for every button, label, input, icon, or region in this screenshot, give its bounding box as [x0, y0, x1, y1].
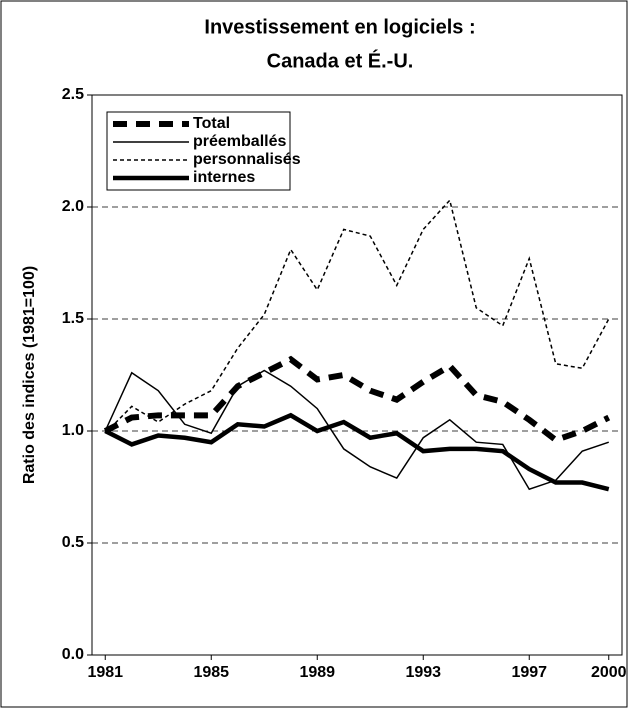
- x-tick-label: 1989: [299, 664, 335, 681]
- x-tick-label: 1985: [193, 664, 229, 681]
- y-tick-label: 2.5: [62, 86, 84, 103]
- y-tick-label: 1.0: [62, 422, 84, 439]
- chart-subtitle: Canada et É.-U.: [267, 49, 414, 72]
- series-line: [104, 369, 609, 491]
- y-tick-label: 0.5: [62, 534, 84, 551]
- y-tick-label: 1.5: [62, 310, 84, 327]
- series-line: [104, 198, 610, 434]
- chart-title: Investissement en logiciels :: [204, 16, 475, 38]
- series-line: [104, 412, 610, 492]
- y-tick-label: 0.0: [62, 646, 84, 663]
- legend-label: Total: [193, 115, 230, 132]
- legend-label: personnalisés: [193, 151, 301, 168]
- x-tick-label: 2000: [591, 664, 627, 681]
- legend-label: internes: [193, 169, 255, 186]
- y-axis-label: Ratio des indices (1981=100): [21, 266, 38, 484]
- x-tick-label: 1993: [405, 664, 441, 681]
- x-tick-label: 1997: [511, 664, 547, 681]
- y-tick-label: 2.0: [62, 198, 84, 215]
- series-line: [103, 355, 611, 444]
- plot-area: [91, 94, 623, 656]
- x-tick-label: 1981: [87, 664, 123, 681]
- legend-label: préemballés: [193, 133, 286, 150]
